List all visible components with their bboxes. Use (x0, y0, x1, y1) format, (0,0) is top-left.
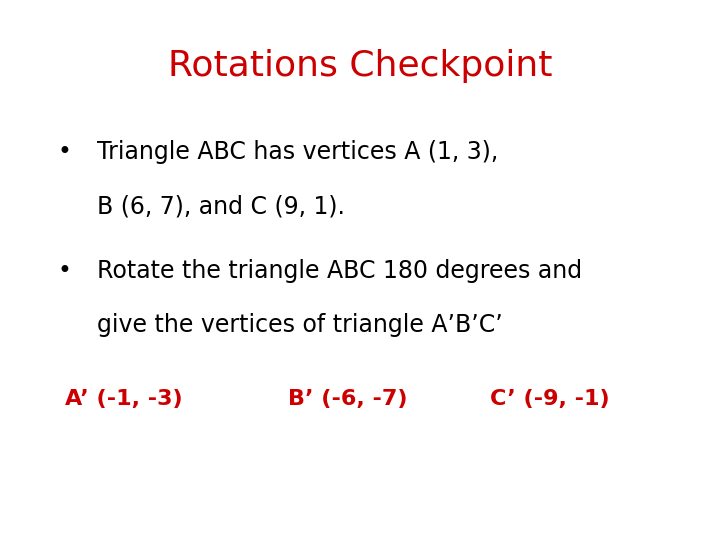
Text: •: • (58, 140, 71, 164)
Text: C’ (-9, -1): C’ (-9, -1) (490, 389, 609, 409)
Text: •: • (58, 259, 71, 283)
Text: Rotations Checkpoint: Rotations Checkpoint (168, 49, 552, 83)
Text: B’ (-6, -7): B’ (-6, -7) (288, 389, 408, 409)
Text: give the vertices of triangle A’B’C’: give the vertices of triangle A’B’C’ (97, 313, 503, 337)
Text: A’ (-1, -3): A’ (-1, -3) (65, 389, 182, 409)
Text: Triangle ABC has vertices A (1, 3),: Triangle ABC has vertices A (1, 3), (97, 140, 498, 164)
Text: B (6, 7), and C (9, 1).: B (6, 7), and C (9, 1). (97, 194, 345, 218)
Text: Rotate the triangle ABC 180 degrees and: Rotate the triangle ABC 180 degrees and (97, 259, 582, 283)
